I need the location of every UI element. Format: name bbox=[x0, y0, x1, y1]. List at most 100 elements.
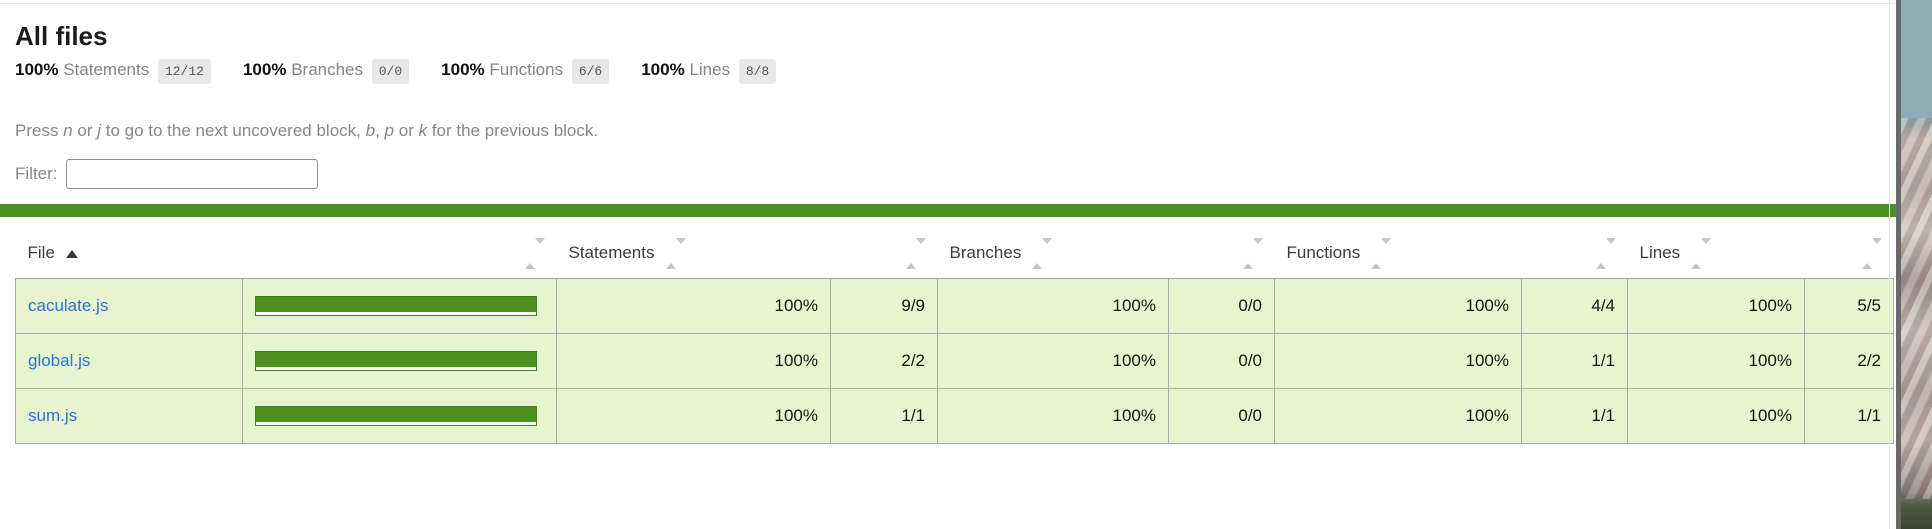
column-header-file[interactable]: File bbox=[15, 229, 243, 279]
coverage-bar-cell bbox=[242, 277, 557, 334]
statements-label: Statements bbox=[63, 60, 150, 79]
branches-raw-cell: 0/0 bbox=[1168, 332, 1275, 389]
summary-functions: 100% Functions 6/6 bbox=[441, 59, 610, 84]
statements-raw-cell: 2/2 bbox=[830, 332, 938, 389]
coverage-status-line bbox=[0, 204, 1896, 217]
branches-raw-cell: 0/0 bbox=[1168, 387, 1275, 444]
functions-raw-cell: 4/4 bbox=[1521, 277, 1628, 334]
column-header-lines[interactable]: Lines bbox=[1627, 229, 1805, 279]
report-header: All files 100% Statements 12/12 100% Bra… bbox=[0, 0, 1896, 189]
coverage-summary-line: 100% Statements 12/12 100% Branches 0/0 … bbox=[15, 59, 1881, 84]
coverage-bar-fill bbox=[256, 351, 536, 367]
hint-key-b: b bbox=[365, 121, 376, 140]
statements-pct-cell: 100% bbox=[556, 332, 831, 389]
lines-raw-cell: 5/5 bbox=[1804, 277, 1894, 334]
sort-icon bbox=[524, 237, 545, 269]
column-header-branches[interactable]: Branches bbox=[937, 229, 1169, 279]
lines-pct-cell: 100% bbox=[1627, 387, 1805, 444]
functions-raw-cell: 1/1 bbox=[1521, 387, 1628, 444]
functions-pct-cell: 100% bbox=[1274, 332, 1522, 389]
file-link-global[interactable]: global.js bbox=[28, 350, 91, 370]
page-title: All files bbox=[15, 21, 108, 51]
hint-text: Press bbox=[15, 121, 64, 140]
coverage-bar-cell bbox=[242, 332, 557, 389]
functions-label: Functions bbox=[489, 60, 564, 79]
sort-icon bbox=[665, 237, 686, 269]
branches-fraction-badge: 0/0 bbox=[371, 59, 410, 84]
summary-branches: 100% Branches 0/0 bbox=[242, 59, 410, 84]
column-header-chart[interactable] bbox=[242, 229, 557, 279]
functions-header-label: Functions bbox=[1286, 243, 1361, 262]
column-header-functions[interactable]: Functions bbox=[1274, 229, 1522, 279]
file-link-sum[interactable]: sum.js bbox=[28, 405, 78, 425]
table-row: caculate.js 100% 9/9 100% 0/0 100% 4/4 1… bbox=[15, 277, 1894, 334]
hint-text: or bbox=[394, 121, 419, 140]
coverage-bar bbox=[255, 350, 537, 371]
hint-key-p: p bbox=[384, 121, 395, 140]
lines-raw-cell: 1/1 bbox=[1804, 387, 1894, 444]
sort-icon bbox=[905, 237, 926, 269]
hint-text: to go to the next uncovered block, bbox=[101, 121, 366, 140]
statements-pct-cell: 100% bbox=[556, 277, 831, 334]
sort-icon bbox=[1371, 237, 1392, 269]
hint-text: or bbox=[72, 121, 98, 140]
functions-pct-cell: 100% bbox=[1274, 387, 1522, 444]
table-row: global.js 100% 2/2 100% 0/0 100% 1/1 100… bbox=[15, 332, 1894, 389]
statements-pct-cell: 100% bbox=[556, 387, 831, 444]
statements-fraction-badge: 12/12 bbox=[157, 59, 211, 84]
statements-header-label: Statements bbox=[568, 243, 655, 262]
branches-header-label: Branches bbox=[949, 243, 1022, 262]
sort-icon bbox=[1242, 237, 1263, 269]
desktop-wallpaper bbox=[1901, 0, 1932, 529]
coverage-table-wrap: File Statements Branches Functions Lines bbox=[0, 229, 1896, 444]
functions-pct-cell: 100% bbox=[1274, 277, 1522, 334]
lines-raw-cell: 2/2 bbox=[1804, 332, 1894, 389]
column-header-statements[interactable]: Statements bbox=[556, 229, 831, 279]
sort-icon bbox=[1691, 237, 1712, 269]
column-header-branches-raw[interactable] bbox=[1168, 229, 1275, 279]
sort-ascending-icon bbox=[65, 249, 78, 258]
branches-pct-cell: 100% bbox=[937, 387, 1169, 444]
file-header-label: File bbox=[27, 243, 55, 263]
hint-key-k: k bbox=[418, 121, 428, 140]
branches-raw-cell: 0/0 bbox=[1168, 277, 1275, 334]
file-link-caculate[interactable]: caculate.js bbox=[28, 295, 109, 315]
functions-fraction-badge: 6/6 bbox=[571, 59, 610, 84]
window-edge bbox=[1896, 0, 1901, 529]
file-cell: global.js bbox=[15, 332, 243, 389]
coverage-bar bbox=[255, 405, 537, 426]
filter-input[interactable] bbox=[65, 159, 318, 189]
functions-percent: 100% bbox=[441, 60, 485, 79]
statements-raw-cell: 1/1 bbox=[830, 387, 938, 444]
branches-pct-cell: 100% bbox=[937, 277, 1169, 334]
coverage-bar-cell bbox=[242, 387, 557, 444]
branches-label: Branches bbox=[291, 60, 364, 79]
column-header-lines-raw[interactable] bbox=[1804, 229, 1894, 279]
sort-icon bbox=[1861, 237, 1882, 269]
hint-key-n: n bbox=[63, 121, 73, 140]
lines-fraction-badge: 8/8 bbox=[738, 59, 777, 84]
table-row: sum.js 100% 1/1 100% 0/0 100% 1/1 100% 1… bbox=[15, 387, 1894, 444]
lines-header-label: Lines bbox=[1639, 243, 1681, 262]
column-header-functions-raw[interactable] bbox=[1521, 229, 1628, 279]
branches-percent: 100% bbox=[242, 60, 287, 79]
sort-icon bbox=[1595, 237, 1616, 269]
coverage-bar bbox=[255, 295, 537, 316]
filter-row: Filter: bbox=[15, 159, 1881, 189]
coverage-bar-fill bbox=[256, 296, 536, 312]
summary-statements: 100% Statements 12/12 bbox=[15, 59, 211, 84]
column-header-statements-raw[interactable] bbox=[830, 229, 938, 279]
functions-raw-cell: 1/1 bbox=[1521, 332, 1628, 389]
hint-key-j: j bbox=[97, 121, 101, 140]
table-header-row: File Statements Branches Functions Lines bbox=[15, 229, 1894, 279]
file-cell: sum.js bbox=[15, 387, 243, 444]
statements-percent: 100% bbox=[15, 60, 59, 79]
filter-label: Filter: bbox=[15, 164, 58, 183]
keyboard-shortcuts-hint: Press n or j to go to the next uncovered… bbox=[15, 120, 1881, 142]
coverage-bar-fill bbox=[256, 406, 536, 422]
statements-raw-cell: 9/9 bbox=[830, 277, 938, 334]
file-cell: caculate.js bbox=[15, 277, 243, 334]
hint-text: for the previous block. bbox=[427, 121, 599, 140]
